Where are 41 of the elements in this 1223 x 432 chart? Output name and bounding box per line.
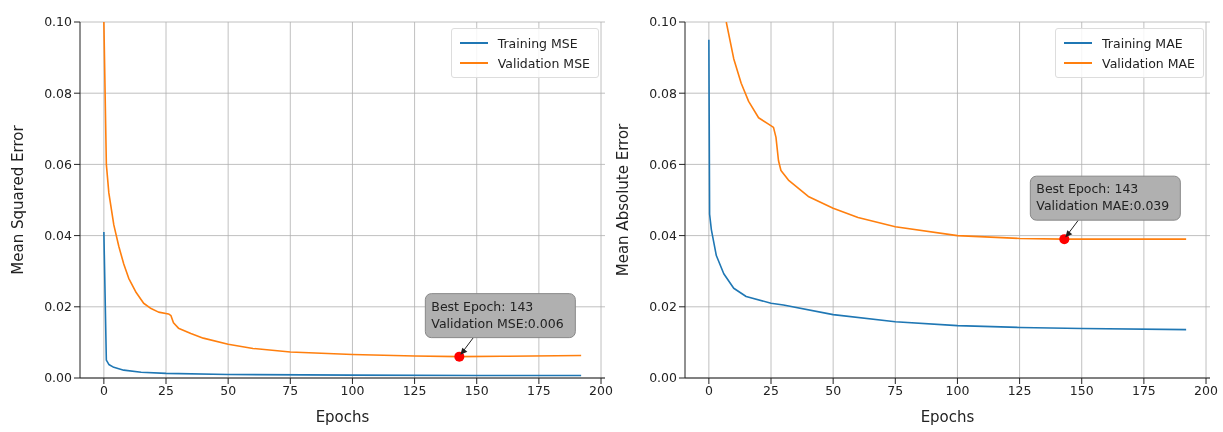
x-tick-label: 25 [158,382,174,398]
x-tick-label: 50 [220,382,237,398]
x-tick-label: 175 [526,382,551,398]
line-series [103,231,582,377]
y-tick-label: 0.04 [649,228,678,244]
x-axis-title: Epochs [920,408,975,426]
y-tick-label: 0.00 [649,370,678,386]
y-tick-label: 0.04 [44,228,73,244]
y-axis-title: Mean Squared Error [9,124,28,275]
y-axis-title: Mean Absolute Error [614,122,633,277]
y-tick-label: 0.06 [44,156,73,172]
x-tick-label: 25 [763,382,779,398]
legend-label: Training MAE [1102,35,1183,51]
x-tick-label: 100 [945,382,970,398]
y-tick-label: 0.08 [44,85,73,101]
annotation: Best Epoch: 143 Validation MAE:0.039 [1036,181,1170,214]
x-tick-label: 150 [1069,382,1094,398]
x-tick-label: 200 [589,382,613,398]
x-tick-label: 75 [282,382,299,398]
x-tick-label: 0 [99,382,108,398]
y-tick-label: 0.02 [44,299,72,315]
annotation: Best Epoch: 143 Validation MSE:0.006 [431,298,564,331]
legend-label: Training MSE [497,35,578,51]
y-tick-label: 0.02 [649,299,677,315]
x-tick-label: 200 [1194,382,1218,398]
x-tick-label: 50 [825,382,842,398]
legend-label: Validation MAE [1102,55,1195,71]
x-tick-label: 75 [887,382,904,398]
x-tick-label: 100 [340,382,365,398]
y-tick-label: 0.06 [649,156,678,172]
x-tick-label: 0 [704,382,713,398]
y-tick-label: 0.00 [44,370,73,386]
x-tick-label: 125 [402,382,427,398]
legend-label: Validation MSE [497,55,590,71]
x-axis-title: Epochs [315,408,370,426]
x-tick-label: 175 [1131,382,1156,398]
x-tick-label: 125 [1007,382,1032,398]
x-tick-label: 150 [464,382,489,398]
y-tick-label: 0.10 [44,14,73,30]
y-tick-label: 0.10 [649,14,678,30]
y-tick-label: 0.08 [649,85,678,101]
